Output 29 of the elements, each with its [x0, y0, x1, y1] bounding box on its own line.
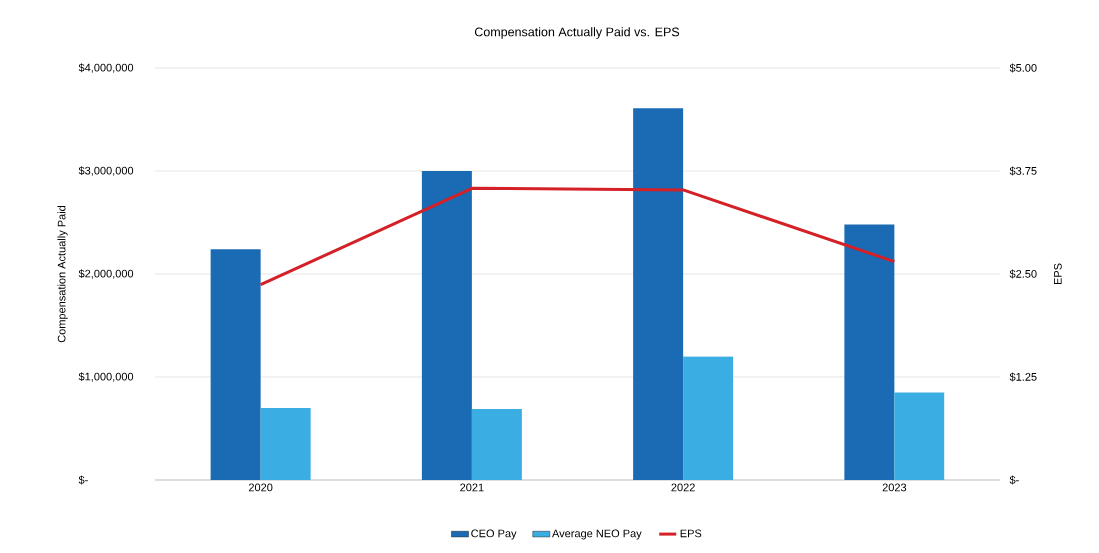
x-tick-label: 2022: [671, 483, 695, 492]
y2-tick-label: $-: [1009, 475, 1019, 485]
y2-tick-label: $2.50: [1009, 269, 1037, 279]
y2-tick-label: $3.75: [1009, 166, 1037, 176]
x-tick-label: 2021: [460, 483, 484, 492]
y-axis-title: Compensation Actually Paid: [57, 205, 68, 343]
bar: [471, 408, 522, 480]
x-tick-label: 2023: [882, 483, 907, 492]
y2-tick-label: $5.00: [1009, 63, 1037, 73]
legend-label: EPS: [680, 529, 702, 538]
bar: [683, 356, 734, 480]
bar: [260, 407, 311, 480]
bar: [894, 392, 945, 480]
y-tick-label: $1,000,000: [78, 372, 134, 382]
y-tick-label: $3,000,000: [78, 166, 134, 176]
bar: [844, 224, 895, 480]
legend-label: CEO Pay: [471, 529, 517, 540]
y-tick-label: $-: [78, 475, 88, 485]
y2-tick-label: $1.25: [1009, 372, 1037, 382]
bar: [633, 108, 684, 480]
chart-title: Compensation Actually Paid vs. EPS: [474, 27, 680, 39]
bar: [210, 249, 261, 480]
y-tick-label: $2,000,000: [78, 269, 134, 279]
line-series: [259, 186, 896, 287]
legend-label: Average NEO Pay: [552, 529, 642, 540]
bar: [421, 170, 472, 480]
x-tick-label: 2020: [248, 483, 273, 492]
y2-axis-title: EPS: [1053, 263, 1062, 285]
y-tick-label: $4,000,000: [78, 63, 134, 73]
